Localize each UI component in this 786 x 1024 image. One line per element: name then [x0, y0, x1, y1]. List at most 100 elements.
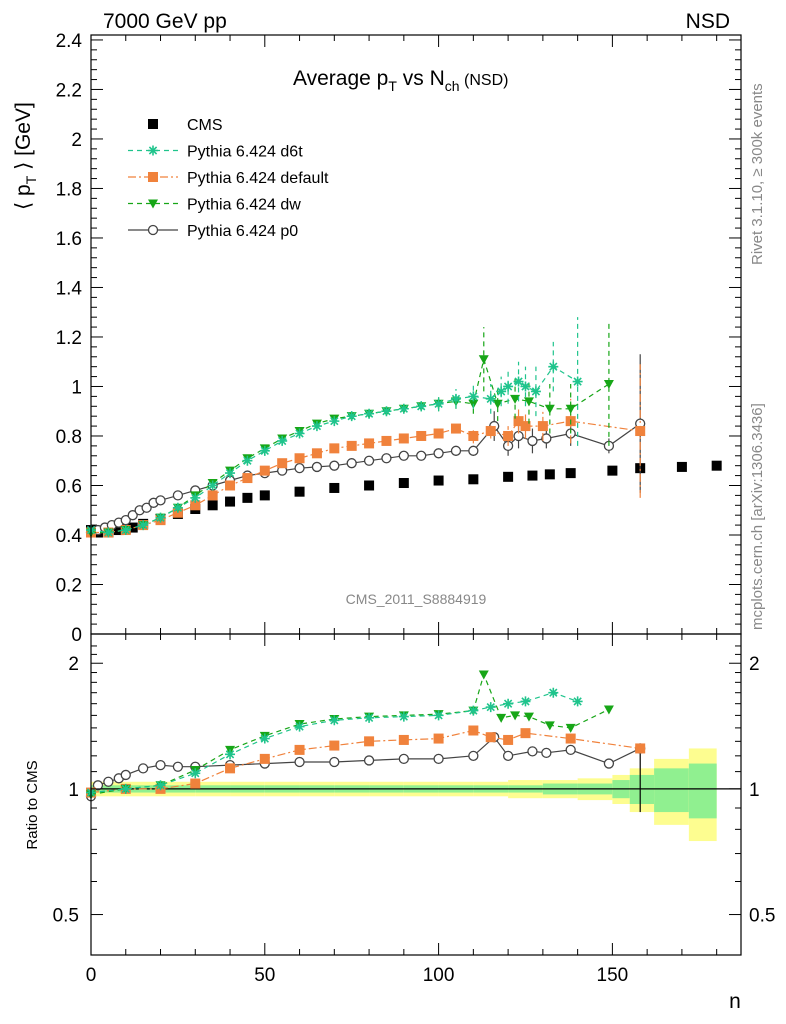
ratio-point-d6t — [155, 780, 166, 791]
data-point-cms — [607, 465, 618, 476]
uncertainty-band-inner — [688, 763, 717, 819]
x-tick-label: 100 — [423, 965, 455, 986]
ratio-point-dw — [496, 713, 507, 723]
ratio-point-d6t — [259, 733, 270, 744]
main-y-tick-label: 0.2 — [56, 575, 82, 596]
data-point-d6t — [548, 361, 559, 372]
series-dw — [86, 322, 614, 538]
data-point-default — [294, 453, 305, 464]
x-tick-label: 50 — [254, 965, 275, 986]
data-point-default — [537, 421, 548, 432]
data-point-default — [381, 435, 392, 446]
ratio-point-d6t — [294, 721, 305, 732]
ratio-point-p0 — [433, 753, 444, 765]
ratio-point-p0 — [172, 761, 184, 772]
data-point-d6t — [503, 381, 514, 392]
ratio-point-default — [329, 740, 340, 751]
main-y-tick-label: 0.4 — [56, 526, 83, 547]
main-y-tick-label: 2.2 — [56, 80, 82, 101]
data-point-cms — [113, 525, 124, 536]
ratio-y-tick-label-right: 1 — [749, 780, 760, 801]
main-y-tick-label: 1.4 — [56, 278, 83, 299]
data-point-d6t — [572, 376, 583, 387]
legend-marker-default — [148, 172, 158, 182]
data-point-default — [450, 423, 461, 434]
ratio-point-p0 — [502, 750, 514, 761]
data-point-d6t — [311, 421, 322, 432]
ratio-point-default — [485, 732, 496, 743]
ratio-point-default — [294, 744, 305, 755]
ratio-point-p0 — [363, 755, 375, 766]
main-y-tick-label: 1.2 — [56, 328, 82, 349]
legend-label-dw: Pythia 6.424 dw — [187, 197, 301, 214]
data-point-dw — [544, 404, 555, 414]
main-y-tick-label: 0.6 — [56, 476, 82, 497]
ratio-point-p0 — [603, 758, 615, 769]
ratio-point-default — [565, 733, 576, 744]
data-point-p0 — [172, 490, 184, 501]
data-point-d6t — [225, 468, 236, 479]
data-point-dw — [565, 404, 576, 414]
data-point-default — [207, 490, 218, 501]
main-y-tick-label: 1.6 — [56, 229, 82, 250]
ratio-line-dw — [90, 672, 610, 795]
data-point-cms — [433, 475, 444, 486]
data-point-default — [635, 426, 646, 437]
ratio-point-d6t — [468, 705, 479, 716]
data-point-default — [242, 473, 253, 484]
ratio-point-default — [433, 733, 444, 744]
ratio-point-p0 — [155, 759, 166, 771]
ratio-y-tick-label: 1 — [68, 780, 79, 801]
legend-item-cms: CMS — [148, 117, 223, 134]
data-point-cms — [503, 471, 514, 482]
data-point-d6t — [468, 391, 479, 402]
data-point-default — [346, 440, 357, 451]
data-point-cms — [207, 500, 218, 511]
data-point-d6t — [259, 445, 270, 456]
data-point-cms — [242, 492, 253, 503]
ratio-point-default — [520, 728, 531, 739]
data-point-cms — [527, 470, 538, 481]
data-point-cms — [225, 496, 236, 507]
data-point-default — [468, 430, 479, 441]
ratio-point-p0 — [468, 750, 479, 761]
ratio-point-default — [635, 743, 646, 754]
legend-label-d6t: Pythia 6.424 d6t — [187, 144, 303, 161]
legend-marker-d6t — [148, 145, 158, 156]
ratio-point-default — [364, 736, 375, 747]
data-point-p0 — [311, 461, 323, 473]
data-point-p0 — [433, 448, 444, 459]
data-point-dw — [478, 355, 489, 365]
data-point-default — [398, 433, 409, 444]
ratio-point-default — [225, 763, 236, 774]
data-point-d6t — [103, 527, 114, 538]
data-point-default — [190, 500, 201, 511]
data-point-p0 — [155, 495, 166, 506]
data-point-d6t — [381, 406, 392, 417]
data-point-cms — [259, 490, 270, 501]
legend-label-default: Pythia 6.424 default — [187, 170, 329, 187]
legend-item-p0: Pythia 6.424 p0 — [128, 223, 298, 240]
ratio-point-p0 — [137, 763, 149, 774]
ratio-point-d6t — [398, 711, 409, 722]
header-right: NSD — [686, 10, 730, 33]
data-point-d6t — [513, 376, 524, 387]
ratio-point-d6t — [503, 698, 514, 709]
data-point-default — [513, 416, 524, 427]
ratio-point-p0 — [92, 780, 104, 791]
data-point-d6t — [190, 492, 201, 503]
data-point-p0 — [398, 450, 409, 461]
x-axis-label: n — [729, 990, 741, 1013]
data-point-d6t — [530, 386, 541, 397]
ratio-point-d6t — [520, 696, 531, 707]
data-point-default — [416, 430, 427, 441]
data-point-default — [520, 421, 531, 432]
x-tick-label: 0 — [86, 965, 97, 986]
data-point-default — [329, 443, 340, 454]
legend-item-d6t: Pythia 6.424 d6t — [128, 144, 303, 161]
ratio-point-dw — [510, 711, 521, 721]
data-point-d6t — [485, 393, 496, 404]
legend-marker-cms — [148, 119, 158, 129]
data-point-default — [364, 438, 375, 449]
data-point-d6t — [294, 428, 305, 439]
